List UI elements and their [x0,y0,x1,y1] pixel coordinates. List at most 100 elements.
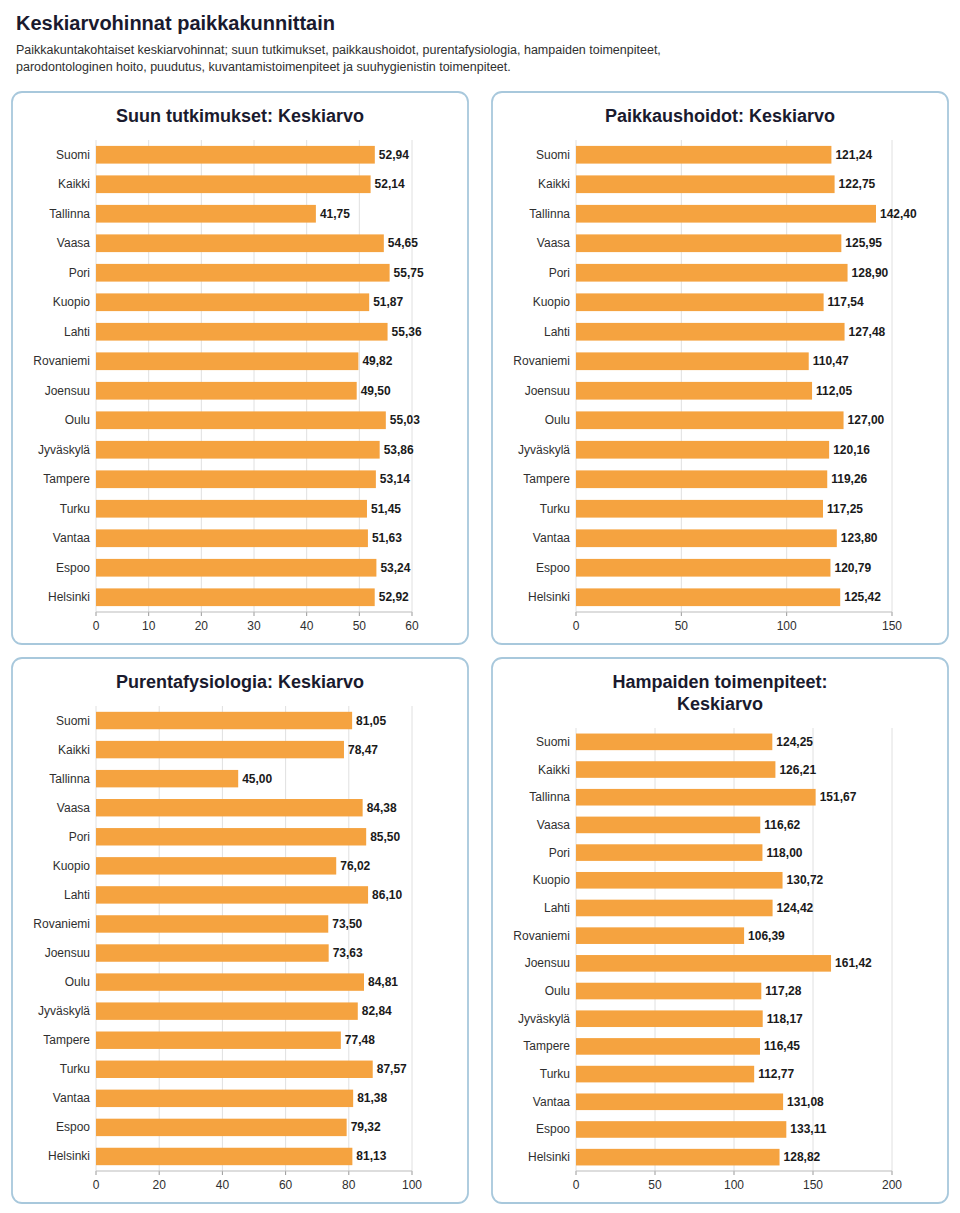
value-label: 123,80 [841,531,878,545]
bar [576,734,772,751]
value-label: 45,00 [242,772,272,786]
value-label: 130,72 [787,873,824,887]
bar [576,205,876,223]
bar [96,770,238,787]
grid-line [412,706,413,1171]
value-label: 81,38 [357,1091,387,1105]
bar [576,1066,754,1083]
tick-mark [412,1171,413,1175]
category-label: Vantaa [533,1095,570,1109]
value-label: 52,94 [379,148,409,162]
value-label: 55,03 [390,413,420,427]
x-tick-label: 0 [573,619,580,633]
category-label: Lahti [64,325,90,339]
category-label: Rovaniemi [33,917,90,931]
value-label: 117,28 [765,984,801,998]
bar [576,441,829,459]
bars [576,734,831,1166]
page: Keskiarvohinnat paikkakunnittain Paikkaku… [0,0,960,1213]
category-label: Tallinna [49,207,90,221]
page-title: Keskiarvohinnat paikkakunnittain [16,12,335,34]
x-tick-label: 30 [247,619,261,633]
value-label: 127,00 [848,413,885,427]
value-label: 116,62 [764,818,800,832]
x-tick-label: 0 [93,1178,100,1192]
x-tick-label: 20 [195,619,209,633]
category-label: Kaikki [58,177,90,191]
value-label: 77,48 [345,1033,375,1047]
category-label: Pori [549,266,570,280]
x-axis-line [96,612,412,613]
value-label: 112,05 [816,384,852,398]
category-label: Lahti [544,901,570,915]
title-line: Purentafysiologia: Keskiarvo [116,672,364,692]
bar [96,1061,373,1078]
x-tick-label: 0 [93,619,100,633]
category-label: Suomi [56,714,90,728]
category-label: Rovaniemi [33,354,90,368]
category-label: Tallinna [529,207,570,221]
bar [96,146,375,164]
category-label: Tampere [523,472,570,486]
value-label: 125,95 [845,236,882,250]
bar [576,352,809,370]
bar [576,789,816,806]
category-label: Turku [60,502,90,516]
x-tick-label: 200 [882,1178,902,1192]
bar [96,323,388,341]
tick-mark [96,1171,97,1175]
bar [96,915,328,932]
category-label: Pori [69,266,90,280]
category-label: Jyväskylä [518,443,570,457]
value-label: 51,45 [371,502,401,516]
category-label: Vantaa [533,531,570,545]
category-label: Rovaniemi [513,929,570,943]
value-label: 110,47 [813,354,849,368]
bar [96,470,376,488]
bar [96,741,344,758]
bar [96,799,363,816]
subtitle-line: Paikkakuntakohtaiset keskiarvohinnat; su… [16,43,661,57]
category-label: Suomi [536,148,570,162]
tick-mark [892,1171,893,1175]
x-tick-label: 20 [153,1178,167,1192]
value-label: 151,67 [820,790,857,804]
value-label: 106,39 [748,929,785,943]
tick-mark [734,1171,735,1175]
x-tick-label: 150 [882,619,902,633]
chart-panel: Suun tutkimukset: Keskiarvo0102030405060… [12,92,468,644]
tick-mark [148,612,149,616]
category-label: Lahti [544,325,570,339]
value-label: 82,84 [362,1004,392,1018]
x-axis-line [576,612,892,613]
value-label: 81,13 [356,1149,386,1163]
bar [576,559,830,577]
bar [576,293,824,311]
x-tick-label: 60 [405,619,419,633]
tick-mark [576,612,577,616]
tick-mark [892,612,893,616]
value-label: 121,24 [835,148,872,162]
category-label: Kuopio [53,859,91,873]
category-label: Turku [60,1062,90,1076]
category-label: Suomi [56,148,90,162]
category-label: Pori [69,830,90,844]
value-label: 54,65 [388,236,418,250]
value-label: 41,75 [320,207,350,221]
bar [576,844,762,861]
bar [576,588,840,606]
x-tick-label: 40 [300,619,314,633]
value-label: 116,45 [764,1039,800,1053]
bar [576,1121,786,1138]
bar [576,500,823,518]
tick-mark [655,1171,656,1175]
chart-title: Suun tutkimukset: Keskiarvo [116,106,364,126]
value-label: 118,00 [766,846,802,860]
x-tick-label: 60 [279,1178,293,1192]
value-label: 125,42 [844,590,881,604]
tick-mark [201,612,202,616]
category-label: Vaasa [57,801,90,815]
tick-mark [576,1171,577,1175]
tick-mark [285,1171,286,1175]
category-label: Espoo [56,1120,90,1134]
